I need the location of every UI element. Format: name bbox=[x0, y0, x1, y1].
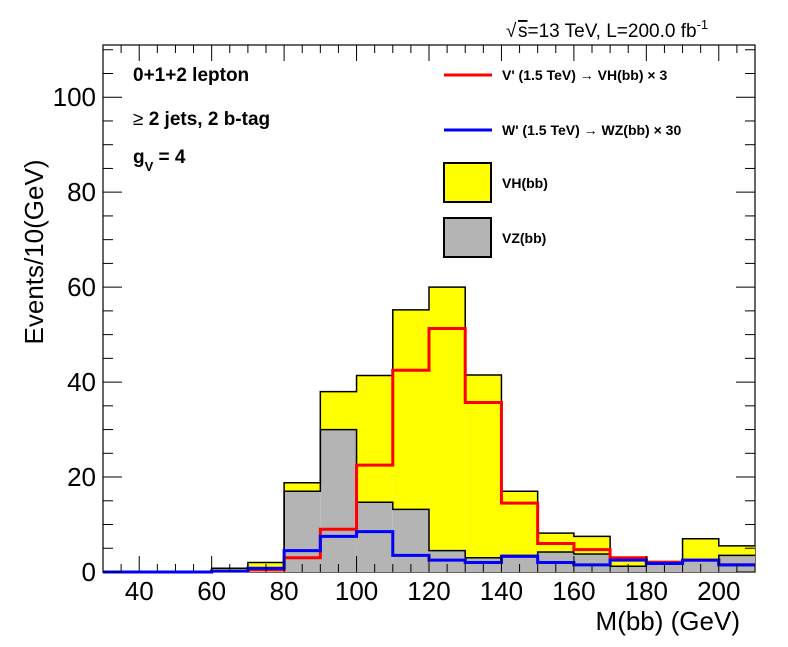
bar-vh-bin-13 bbox=[573, 536, 611, 554]
bar-vh-bin-10 bbox=[465, 374, 502, 558]
bar-vz-bin-5 bbox=[284, 491, 321, 572]
x-tick-label: 120 bbox=[407, 576, 450, 606]
x-tick-label: 160 bbox=[552, 576, 595, 606]
legend-label-vh: VH(bb) bbox=[502, 175, 548, 191]
header-sqrt-s: s bbox=[518, 21, 528, 42]
sqrt-symbol: √ bbox=[506, 21, 517, 42]
x-tick-label: 60 bbox=[197, 576, 226, 606]
bar-vh-bin-6 bbox=[320, 391, 357, 430]
svg-text:gV = 4: gV = 4 bbox=[133, 147, 186, 174]
annotation-geq-symbol: ≥ bbox=[133, 109, 143, 130]
annotation-g: g bbox=[133, 147, 145, 168]
header-text: =13 TeV, L=200.0 fb bbox=[528, 21, 697, 42]
annotation-g-value: = 4 bbox=[153, 147, 186, 168]
bar-vh-bin-5 bbox=[284, 482, 321, 492]
bar-vh-bin-9 bbox=[429, 287, 466, 551]
x-tick-label: 140 bbox=[480, 576, 523, 606]
bar-vz-bin-7 bbox=[356, 502, 393, 572]
bar-vz-bin-13 bbox=[573, 553, 611, 572]
y-axis-title: Events/10(GeV) bbox=[19, 160, 49, 345]
x-tick-label: 180 bbox=[625, 576, 668, 606]
svg-text:≥ 2 jets, 2 b-tag: ≥ 2 jets, 2 b-tag bbox=[133, 109, 270, 130]
bar-vh-bin-14 bbox=[610, 557, 647, 567]
y-tick-label: 80 bbox=[67, 177, 96, 207]
y-tick-label: 100 bbox=[53, 82, 96, 112]
x-tick-label: 80 bbox=[270, 576, 299, 606]
annotation-lepton: 0+1+2 lepton bbox=[133, 65, 249, 86]
bar-vz-bin-11 bbox=[501, 555, 538, 572]
legend-swatch-vh bbox=[443, 162, 492, 203]
svg-text:s=13 TeV, L=200.0 fb-1: s=13 TeV, L=200.0 fb-1 bbox=[518, 17, 708, 42]
y-tick-label: 20 bbox=[67, 462, 96, 492]
axis-ticks bbox=[102, 45, 756, 573]
bar-vh-bin-16 bbox=[682, 538, 719, 561]
y-tick-label: 60 bbox=[67, 272, 96, 302]
annotation-jets: 2 jets, 2 b-tag bbox=[143, 109, 270, 130]
y-tick-label: 0 bbox=[82, 557, 96, 587]
annotations: 0+1+2 lepton ≥ 2 jets, 2 b-tag gV = 4 bbox=[133, 65, 270, 174]
bar-vh-bin-17 bbox=[718, 545, 755, 556]
legend-label-vprime: V' (1.5 TeV) → VH(bb) × 3 bbox=[502, 67, 667, 83]
header-superscript: -1 bbox=[697, 17, 709, 32]
bar-vz-bin-8 bbox=[392, 509, 429, 572]
bar-vh-bin-8 bbox=[392, 309, 429, 510]
header-energy-lumi: √ s=13 TeV, L=200.0 fb-1 bbox=[506, 17, 708, 42]
x-axis-title: M(bb) (GeV) bbox=[596, 606, 740, 636]
bar-vh-bin-11 bbox=[501, 491, 538, 556]
annotation-g-subscript: V bbox=[145, 159, 154, 174]
x-tick-label: 200 bbox=[697, 576, 740, 606]
legend-label-wprime: W' (1.5 TeV) → WZ(bb) × 30 bbox=[502, 122, 681, 138]
legend: V' (1.5 TeV) → VH(bb) × 3 W' (1.5 TeV) →… bbox=[443, 67, 681, 258]
x-tick-label: 40 bbox=[125, 576, 154, 606]
y-tick-label: 40 bbox=[67, 367, 96, 397]
tick-labels: 40 60 80 100 120 140 160 180 200 0 20 40 60 80 100 bbox=[53, 82, 741, 606]
legend-label-vz: VZ(bb) bbox=[502, 230, 546, 246]
x-tick-label: 100 bbox=[335, 576, 378, 606]
bar-vz-bin-6 bbox=[320, 429, 357, 572]
bar-vh-bin-7 bbox=[356, 375, 393, 503]
legend-swatch-vz bbox=[443, 217, 492, 258]
stacked-histograms bbox=[103, 286, 755, 573]
